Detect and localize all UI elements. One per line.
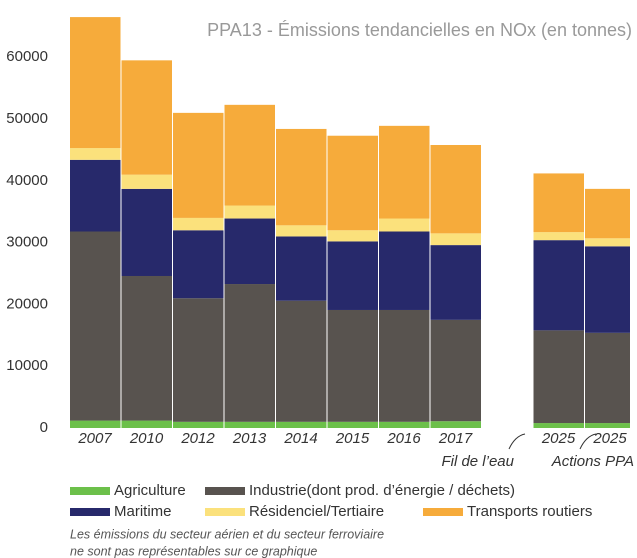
- x-tick-label: 2007: [77, 430, 112, 447]
- note: Les émissions du secteur aérien et du se…: [70, 527, 384, 541]
- bar-segment: [533, 173, 584, 233]
- y-tick-label: 40000: [6, 172, 48, 189]
- bar-segment: [70, 148, 121, 160]
- bar-segment: [70, 159, 121, 232]
- bar-segment: [430, 245, 481, 320]
- bar-segment: [173, 298, 224, 422]
- bar-segment: [430, 319, 481, 422]
- bar-segment: [430, 233, 481, 246]
- chart-title: PPA13 - Émissions tendancielles en NOx (…: [207, 20, 632, 40]
- x-tick-label: 2025: [541, 430, 576, 447]
- bar-segment: [327, 241, 378, 310]
- legend-label: Transports routiers: [467, 503, 592, 520]
- legend-label: Maritime: [114, 503, 172, 520]
- bar-segment: [70, 420, 121, 428]
- bar-segment: [379, 421, 430, 428]
- bar-segment: [121, 188, 172, 276]
- bar-segment: [585, 188, 630, 239]
- x-tick-label: 2014: [283, 430, 317, 447]
- bar-segment: [276, 421, 327, 428]
- bar-segment: [276, 300, 327, 422]
- x-tick-label: 2016: [386, 430, 421, 447]
- bar-segment: [379, 218, 430, 232]
- bar-segment: [121, 174, 172, 189]
- bar-segment: [173, 421, 224, 428]
- legend-label: Industrie(dont prod. d’énergie / déchets…: [249, 482, 515, 499]
- bar-segment: [327, 421, 378, 428]
- bar-segment: [585, 423, 630, 428]
- bar-segment: [224, 421, 275, 428]
- bar-segment: [327, 309, 378, 422]
- bar-segment: [70, 231, 121, 421]
- bar-segment: [327, 230, 378, 242]
- bar-segment: [533, 240, 584, 331]
- bar-segment: [224, 205, 275, 219]
- x-tick-label: 2017: [438, 430, 473, 447]
- legend-swatch: [205, 508, 245, 516]
- bar-segment: [533, 232, 584, 241]
- bar-segment: [121, 275, 172, 421]
- bar-segment: [121, 420, 172, 428]
- bar-segment: [70, 17, 121, 149]
- y-tick-label: 0: [40, 419, 48, 436]
- bar-segment: [533, 423, 584, 428]
- bar-segment: [276, 225, 327, 237]
- bar-segment: [327, 135, 378, 231]
- y-tick-label: 10000: [6, 357, 48, 374]
- legend-swatch: [70, 487, 110, 495]
- x-tick-label: 2015: [335, 430, 370, 447]
- legend-swatch: [70, 508, 110, 516]
- bar-segment: [224, 218, 275, 285]
- legend-swatch: [423, 508, 463, 516]
- note: ne sont pas représentables sur ce graphi…: [70, 544, 317, 558]
- bar-segment: [173, 230, 224, 299]
- bar-segment: [224, 284, 275, 422]
- bar-segment: [224, 104, 275, 206]
- x-tick-label: 2010: [129, 430, 164, 447]
- legend-label: Résidenciel/Tertiaire: [249, 503, 384, 520]
- y-tick-label: 30000: [6, 234, 48, 251]
- legend-swatch: [205, 487, 245, 495]
- y-tick-label: 20000: [6, 295, 48, 312]
- bar-segment: [173, 112, 224, 218]
- bar-segment: [585, 238, 630, 247]
- bar-segment: [379, 125, 430, 219]
- x-tick-label: 2013: [232, 430, 267, 447]
- legend-label: Agriculture: [114, 482, 186, 499]
- x-tick-label: 2025: [592, 430, 627, 447]
- bar-segment: [276, 128, 327, 226]
- bar-segment: [276, 236, 327, 301]
- bar-segment: [585, 332, 630, 424]
- y-tick-label: 50000: [6, 110, 48, 127]
- annotation: Actions PPA: [551, 453, 634, 470]
- y-tick-label: 60000: [6, 48, 48, 65]
- annotation: Fil de l’eau: [441, 453, 514, 470]
- x-tick-label: 2012: [180, 430, 215, 447]
- bar-segment: [379, 231, 430, 310]
- bar-segment: [533, 330, 584, 424]
- bar-segment: [173, 217, 224, 231]
- annotation-connector: [508, 433, 526, 450]
- bar-segment: [585, 246, 630, 333]
- annotation-connector: [579, 433, 597, 450]
- bar-segment: [430, 144, 481, 234]
- bar-segment: [121, 60, 172, 175]
- bar-segment: [430, 421, 481, 428]
- bar-segment: [379, 309, 430, 422]
